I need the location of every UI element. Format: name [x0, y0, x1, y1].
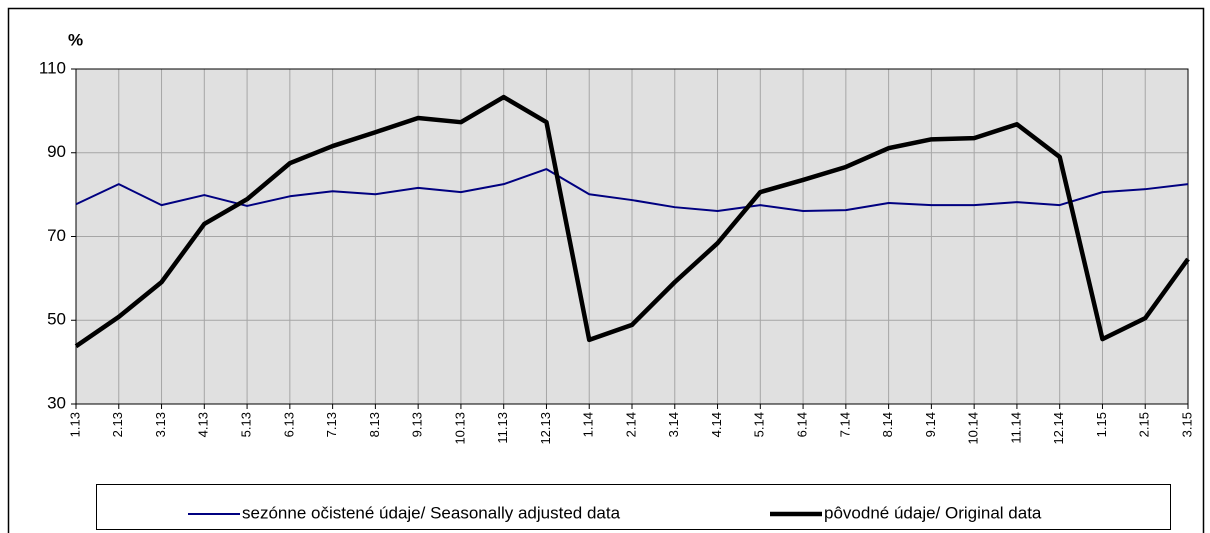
x-tick-label: 12.14 — [1051, 412, 1066, 445]
x-tick-label: 9.13 — [410, 412, 425, 437]
x-tick-label: 1.15 — [1094, 412, 1109, 437]
x-tick-label: 8.14 — [880, 412, 895, 437]
x-tick-label: 3.13 — [153, 412, 168, 437]
series-line — [74, 94, 1190, 349]
x-tick-label: 2.14 — [623, 412, 638, 437]
y-tick-label: 30 — [47, 393, 66, 412]
y-tick-label: 90 — [47, 142, 66, 161]
legend-label: pôvodné údaje/ Original data — [824, 503, 1042, 522]
plot-border — [75, 68, 1189, 405]
x-tick-label: 5.13 — [239, 412, 254, 437]
x-tick-label: 10.14 — [966, 412, 981, 445]
frame — [7, 7, 1205, 533]
x-tick-label: 3.15 — [1179, 412, 1194, 437]
legend — [96, 484, 1171, 530]
x-tick-label: 8.13 — [367, 412, 382, 437]
x-tick-label: 2.13 — [110, 412, 125, 437]
x-tick-label: 4.13 — [196, 412, 211, 437]
y-tick-label: 70 — [47, 226, 66, 245]
x-tick-label: 11.13 — [495, 412, 510, 444]
y-tick-label: 110 — [39, 58, 66, 77]
x-tick-label: 7.14 — [837, 412, 852, 437]
x-tick-label: 4.14 — [709, 412, 724, 437]
x-tick-label: 1.13 — [67, 412, 82, 437]
x-tick-label: 7.13 — [324, 412, 339, 437]
x-tick-label: 11.14 — [1008, 412, 1023, 444]
x-tick-label: 9.14 — [923, 412, 938, 437]
x-tick-label: 6.14 — [795, 412, 810, 437]
x-tick-label: 10.13 — [452, 412, 467, 445]
y-tick-label: 50 — [47, 310, 66, 329]
x-tick-label: 1.14 — [581, 412, 596, 437]
x-tick-label: 2.15 — [1137, 412, 1152, 437]
x-tick-label: 6.13 — [281, 412, 296, 437]
x-tick-label: 3.14 — [666, 412, 681, 437]
series-line — [75, 168, 1189, 212]
legend-label: sezónne očistené údaje/ Seasonally adjus… — [242, 503, 621, 522]
x-tick-label: 5.14 — [752, 412, 767, 437]
y-axis-label: % — [68, 30, 83, 49]
x-tick-label: 12.13 — [538, 412, 553, 445]
